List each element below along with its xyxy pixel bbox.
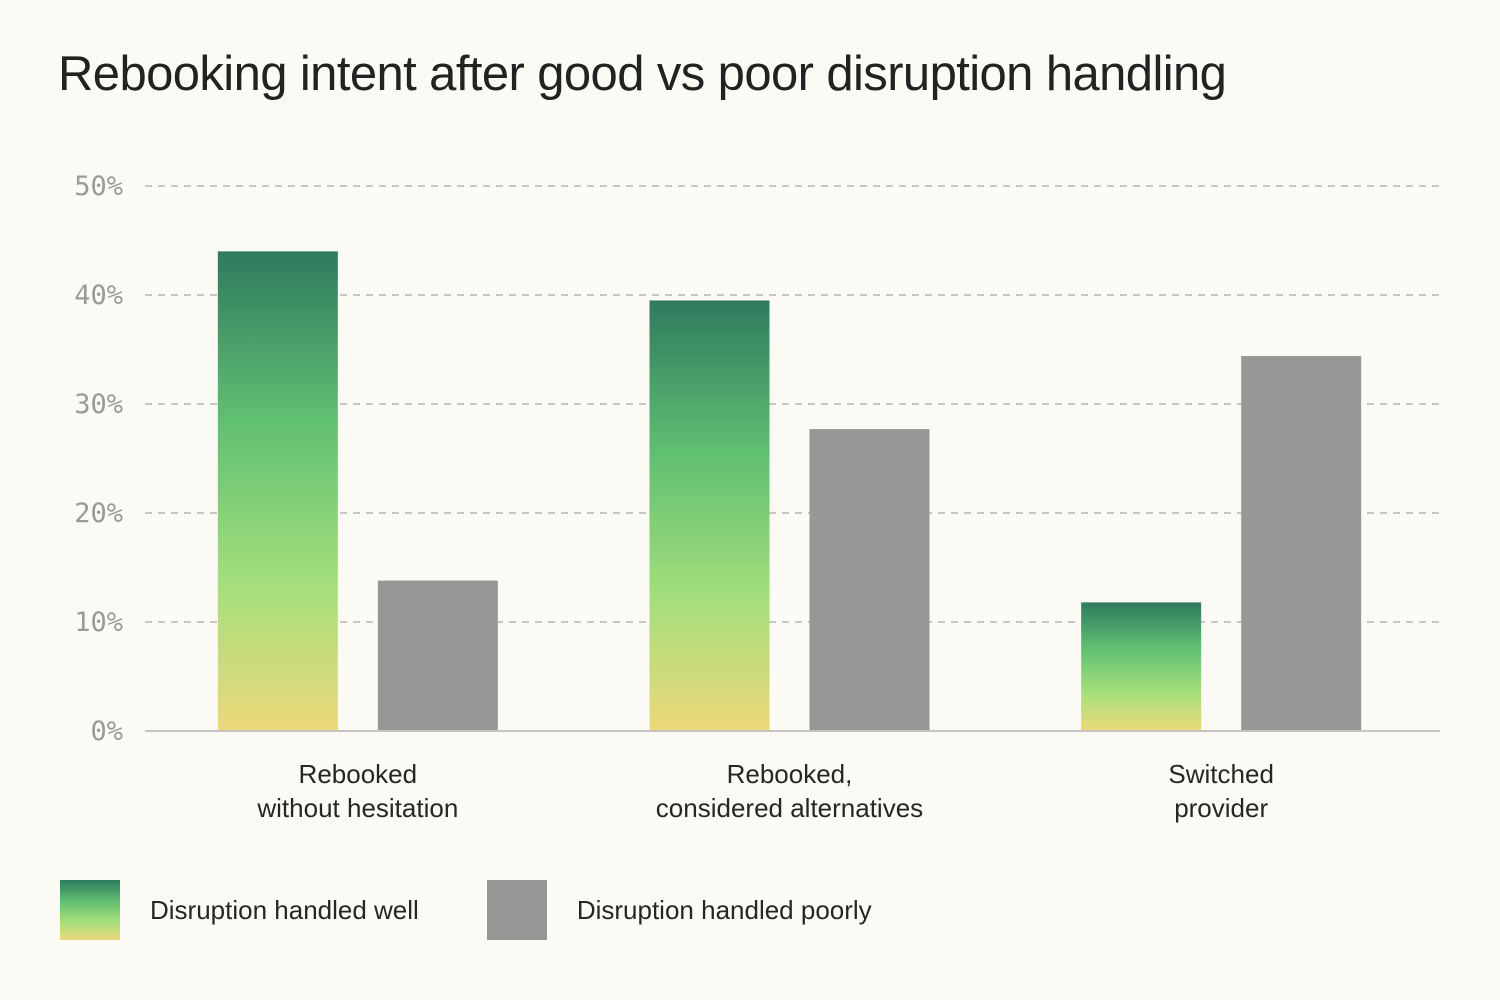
- gridlines: [145, 185, 1440, 623]
- legend: Disruption handled well Disruption handl…: [60, 880, 940, 940]
- category-label: Rebooked without hesitation: [256, 759, 458, 823]
- bar-handled-poorly: [377, 580, 498, 731]
- x-axis-categories: Rebooked without hesitation Rebooked, consi…: [256, 759, 1274, 823]
- y-tick-label: 50%: [74, 171, 123, 202]
- legend-label-handled-poorly: Disruption handled poorly: [576, 894, 872, 925]
- legend-item-handled-well: Disruption handled well: [60, 880, 419, 940]
- chart-title: Rebooking intent after good vs poor disr…: [58, 47, 1227, 101]
- legend-label-handled-well: Disruption handled well: [150, 894, 419, 925]
- bar-handled-well: [1081, 602, 1202, 731]
- y-tick-label: 30%: [74, 389, 123, 420]
- category-label: Rebooked, considered alternatives: [656, 759, 923, 823]
- bar-handled-well: [217, 251, 338, 731]
- bar-chart: 0% 10% 20% 30% 40% 50% Rebooked without hesita…: [74, 171, 1440, 823]
- y-tick-label: 20%: [74, 498, 123, 529]
- legend-swatch-handled-well: [60, 880, 120, 940]
- y-tick-label: 0%: [90, 716, 123, 747]
- legend-swatch-handled-poorly: [486, 880, 547, 940]
- bar-handled-well: [649, 300, 770, 731]
- bar-handled-poorly: [1241, 356, 1362, 731]
- y-tick-label: 40%: [74, 280, 123, 311]
- bar-handled-poorly: [809, 429, 930, 731]
- y-axis-ticks: 0% 10% 20% 30% 40% 50%: [74, 171, 123, 747]
- legend-item-handled-poorly: Disruption handled poorly: [486, 880, 872, 940]
- bars: [217, 251, 1362, 731]
- y-tick-label: 10%: [74, 607, 123, 638]
- category-label: Switched provider: [1168, 759, 1274, 823]
